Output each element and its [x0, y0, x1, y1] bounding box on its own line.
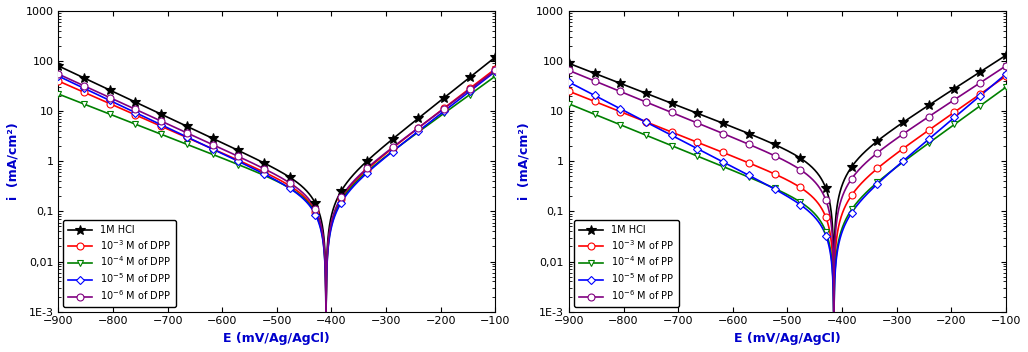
X-axis label: E (mV/Ag/AgCl): E (mV/Ag/AgCl)	[223, 332, 330, 345]
Y-axis label: i  (mA/cm²): i (mA/cm²)	[517, 122, 530, 200]
Legend: 1M HCl, 10$^{-3}$ M of PP, 10$^{-4}$ M of PP, 10$^{-5}$ M of PP, 10$^{-6}$ M of : 1M HCl, 10$^{-3}$ M of PP, 10$^{-4}$ M o…	[574, 220, 680, 307]
X-axis label: E (mV/Ag/AgCl): E (mV/Ag/AgCl)	[734, 332, 841, 345]
Y-axis label: i  (mA/cm²): i (mA/cm²)	[7, 122, 20, 200]
Legend: 1M HCl, 10$^{-3}$ M of DPP, 10$^{-4}$ M of DPP, 10$^{-5}$ M of DPP, 10$^{-6}$ M : 1M HCl, 10$^{-3}$ M of DPP, 10$^{-4}$ M …	[64, 220, 176, 307]
